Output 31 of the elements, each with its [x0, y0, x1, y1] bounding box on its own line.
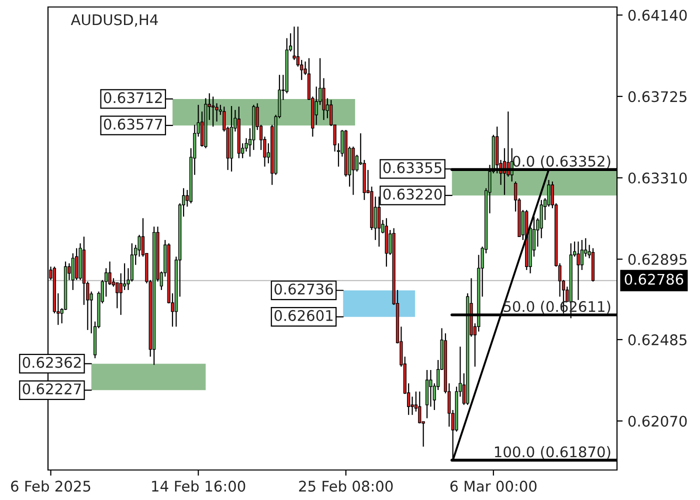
- x-tick-label: 14 Feb 16:00: [152, 480, 246, 492]
- x-tick-label: 6 Mar 00:00: [450, 480, 536, 492]
- ref-line-label: 0.62786: [624, 274, 684, 285]
- annotation: 0.63220: [383, 188, 442, 200]
- annotation: 0.62601: [274, 310, 333, 322]
- x-tick-label: 25 Feb 08:00: [299, 480, 393, 492]
- candlestick: [576, 240, 580, 301]
- annotation: 0.63355: [383, 162, 442, 174]
- chart-title: AUDUSD,H4: [70, 14, 158, 27]
- y-tick-label: 0.62485: [628, 334, 686, 346]
- annotation: 0.62227: [22, 383, 81, 394]
- y-tick-label: 0.63725: [628, 91, 686, 102]
- x-tick-label: 6 Feb 2025: [11, 480, 90, 492]
- annotation: 0.62362: [22, 356, 81, 368]
- candlestick: [429, 369, 432, 408]
- y-tick-label: 0.62895: [628, 254, 686, 265]
- annotation: 0.63577: [104, 118, 162, 130]
- annotation: 0.63712: [104, 92, 162, 104]
- candlestick: [540, 199, 543, 239]
- candlestick: [418, 391, 422, 424]
- ref-line-label: 0.0 (0.63352): [512, 155, 610, 168]
- candlestick: [212, 96, 215, 128]
- annotation: 0.62736: [274, 284, 333, 295]
- y-tick-label: 0.63310: [628, 172, 687, 184]
- y-tick-label: 0.62070: [628, 416, 687, 427]
- candlestick: [410, 396, 414, 416]
- candlestick: [352, 146, 355, 196]
- ref-line-label: 100.0 (0.61870): [495, 446, 610, 460]
- candlestick: [122, 262, 126, 291]
- candlestick: [116, 282, 119, 309]
- y-tick-label: 0.64140: [628, 10, 687, 21]
